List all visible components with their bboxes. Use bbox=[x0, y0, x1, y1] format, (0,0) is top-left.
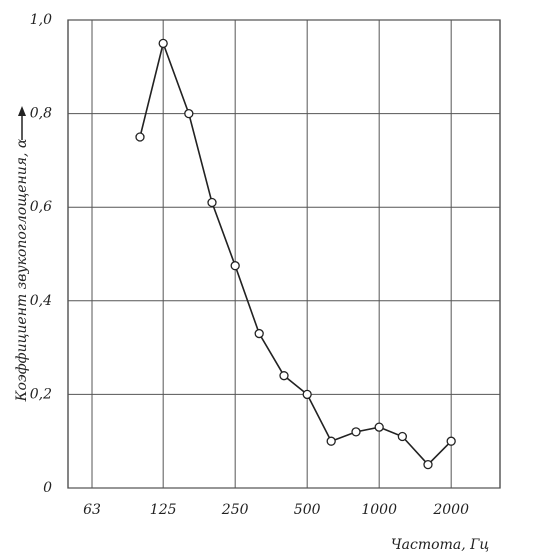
data-line bbox=[139, 40, 452, 466]
data-point bbox=[374, 422, 384, 432]
data-point bbox=[158, 38, 168, 49]
x-tick-label: 500 bbox=[294, 502, 321, 518]
y-tick-label: 0,2 bbox=[30, 386, 52, 402]
x-tick-label: 2000 bbox=[432, 502, 469, 518]
data-point bbox=[279, 371, 289, 381]
data-point bbox=[423, 459, 433, 470]
data-point bbox=[135, 132, 145, 142]
data-point bbox=[302, 389, 312, 400]
x-tick-label: 125 bbox=[150, 502, 177, 518]
y-tick-label: 1,0 bbox=[30, 12, 52, 28]
y-tick-label: 0,8 bbox=[30, 106, 52, 122]
y-axis-label: Коэффициент звукопоглощения, α bbox=[14, 138, 30, 402]
data-point bbox=[351, 427, 361, 437]
x-tick-label: 63 bbox=[83, 502, 101, 518]
data-point bbox=[207, 197, 217, 208]
data-point bbox=[397, 431, 408, 442]
x-axis-label: Частота, Гц bbox=[391, 537, 489, 553]
plot-frame bbox=[67, 19, 501, 489]
data-point bbox=[326, 436, 336, 446]
y-arrow-head bbox=[18, 106, 26, 116]
x-tick-label: 250 bbox=[221, 502, 249, 518]
x-tick-label: 1000 bbox=[361, 502, 397, 518]
y-tick-label: 0,6 bbox=[30, 199, 52, 215]
y-tick-label: 0,4 bbox=[30, 293, 52, 309]
y-tick-label: 0 bbox=[43, 480, 52, 496]
data-point bbox=[184, 108, 194, 119]
data-point bbox=[446, 436, 456, 446]
data-point bbox=[230, 261, 240, 271]
data-point bbox=[254, 328, 264, 339]
